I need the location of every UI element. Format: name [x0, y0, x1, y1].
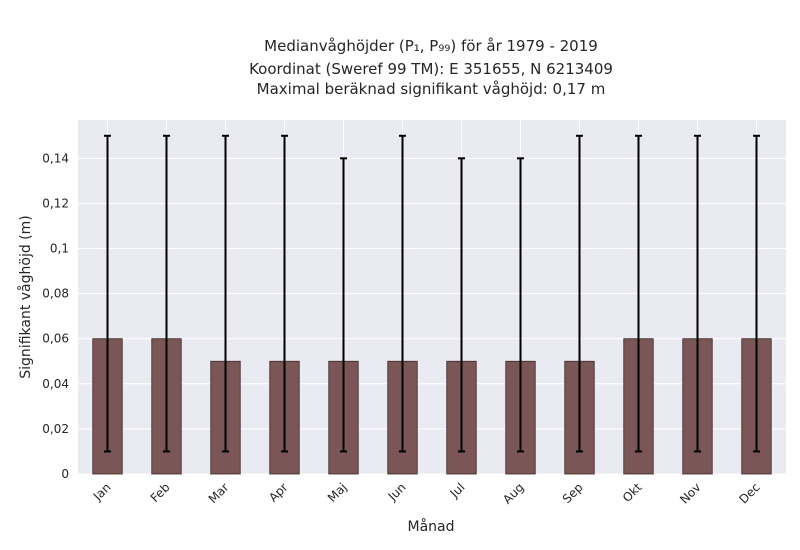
chart-title-line-1: Medianvåghöjder (P₁, P₉₉) för år 1979 - …	[264, 37, 598, 55]
y-axis-ticks: 0 0,02 0,04 0,06 0,08 0,1 0,12 0,14	[42, 151, 69, 481]
y-tick-label: 0,08	[42, 287, 69, 301]
y-tick-label: 0,1	[50, 242, 69, 256]
error-bars-group	[104, 134, 760, 453]
x-tick-label-jan: Jan	[90, 480, 114, 504]
x-tick-label-apr: Apr	[266, 480, 291, 505]
x-axis-ticks: Jan Feb Mar Apr Maj Jun Jul Aug Sep Okt Nov Dec	[90, 480, 763, 507]
x-tick-label-nov: Nov	[677, 480, 703, 506]
x-tick-label-mar: Mar	[206, 480, 232, 506]
chart-title-line-3: Maximal beräknad signifikant våghöjd: 0,…	[257, 80, 606, 98]
x-tick-label-maj: Maj	[325, 480, 350, 505]
y-tick-label: 0,06	[42, 332, 69, 346]
y-tick-label: 0,14	[42, 151, 69, 165]
y-tick-label: 0	[61, 467, 69, 481]
x-tick-label-okt: Okt	[620, 480, 645, 505]
x-tick-label-jun: Jun	[385, 480, 409, 504]
x-tick-label-aug: Aug	[500, 480, 526, 506]
x-tick-label-dec: Dec	[736, 480, 762, 506]
x-tick-label-feb: Feb	[148, 480, 173, 505]
x-axis-label: Månad	[408, 518, 455, 535]
chart-title-line-2: Koordinat (Sweref 99 TM): E 351655, N 62…	[249, 60, 613, 78]
y-tick-label: 0,04	[42, 377, 69, 391]
x-tick-label-jul: Jul	[447, 480, 468, 501]
x-tick-label-sep: Sep	[560, 480, 586, 506]
y-axis-label: Signifikant våghöjd (m)	[17, 215, 34, 378]
chart-title: Medianvåghöjder (P₁, P₉₉) för år 1979 - …	[249, 37, 613, 98]
y-tick-label: 0,12	[42, 196, 69, 210]
y-tick-label: 0,02	[42, 422, 69, 436]
plot-area	[78, 120, 786, 474]
